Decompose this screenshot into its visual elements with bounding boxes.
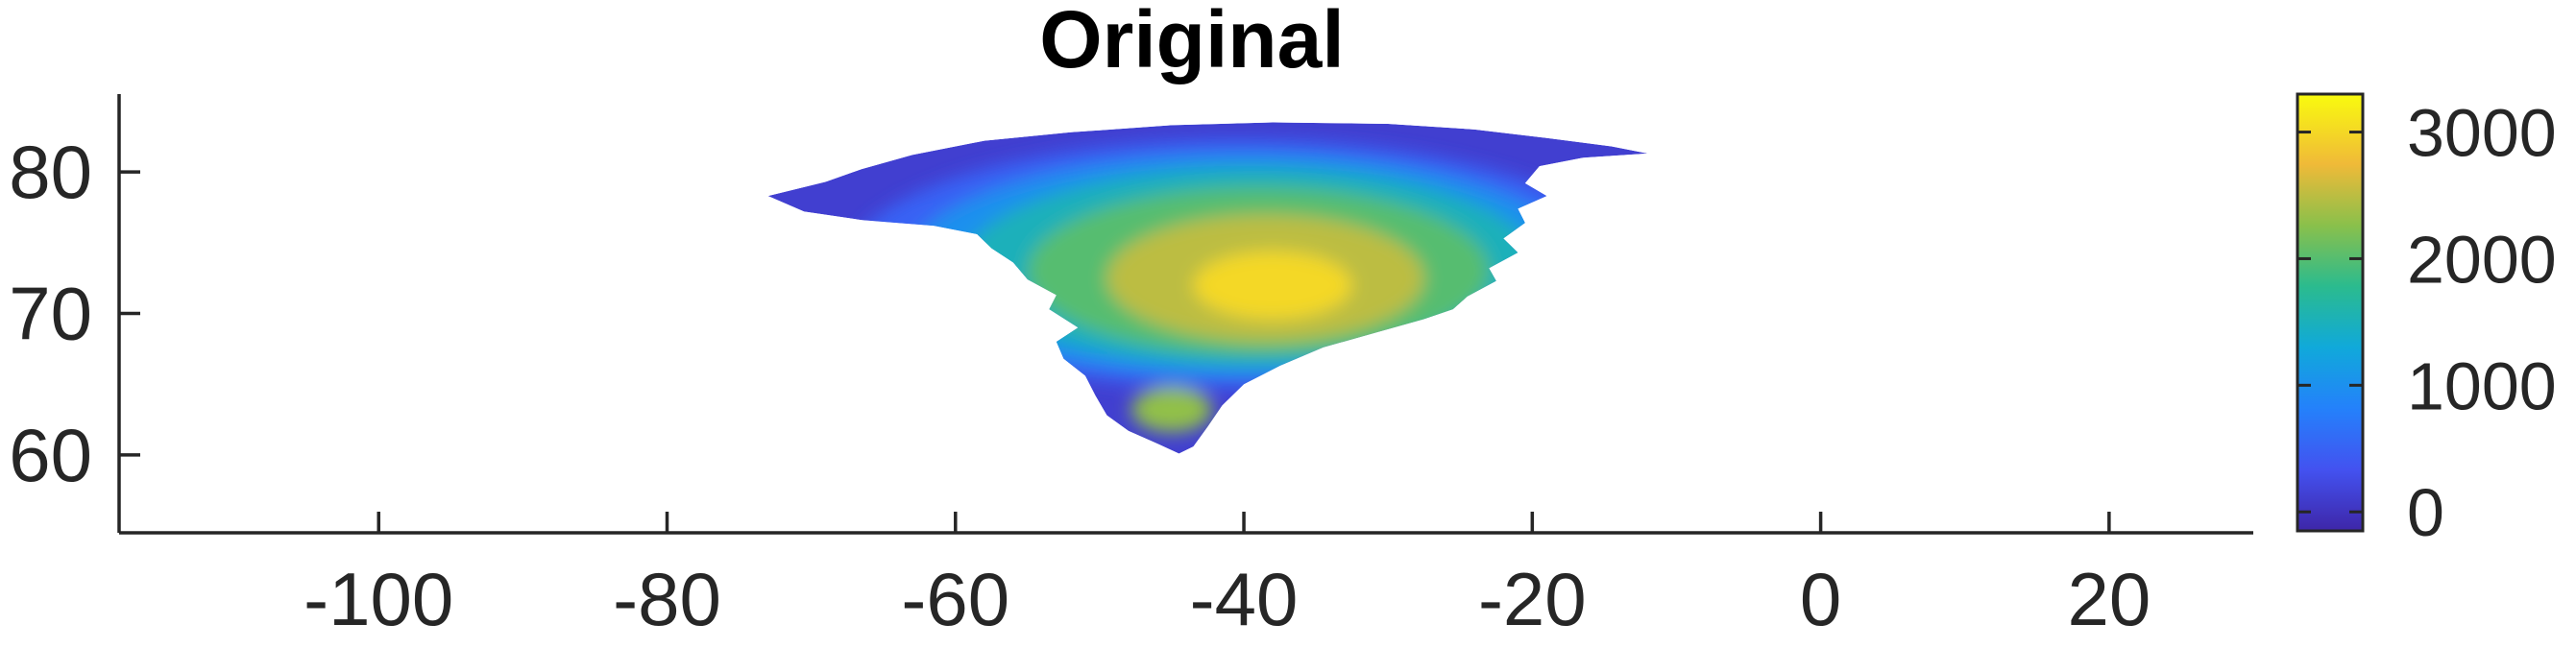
colorbar-ticks: 0 1000 2000 3000 (2297, 96, 2557, 550)
y-tick-label: 60 (9, 413, 92, 497)
x-tick-label: 20 (2067, 557, 2151, 641)
x-tick-label: -20 (1478, 557, 1587, 641)
elevation-map (767, 122, 1648, 454)
colorbar-tick-label: 3000 (2407, 96, 2557, 171)
colorbar-tick-label: 2000 (2407, 222, 2557, 297)
elevation-contour (1193, 251, 1352, 320)
x-tick-label: -80 (613, 557, 721, 641)
colorbar-tick-label: 1000 (2407, 348, 2557, 423)
y-tick-label: 70 (9, 272, 92, 356)
ice-sheet (767, 122, 1648, 454)
y-axis-ticks: 60 70 80 (9, 130, 140, 497)
x-axis-ticks: -100 -80 -60 -40 -20 0 20 (304, 512, 2151, 641)
colorbar-gradient (2296, 92, 2365, 533)
y-tick-label: 80 (9, 130, 92, 214)
chart-title: Original (1039, 0, 1344, 84)
x-tick-label: 0 (1800, 557, 1841, 641)
x-tick-label: -60 (901, 557, 1009, 641)
colorbar-tick-label: 0 (2407, 475, 2444, 550)
colorbar: 0 1000 2000 3000 (2296, 92, 2557, 550)
elevation-contour (1130, 387, 1213, 433)
x-tick-label: -40 (1190, 557, 1299, 641)
x-tick-label: -100 (304, 557, 453, 641)
